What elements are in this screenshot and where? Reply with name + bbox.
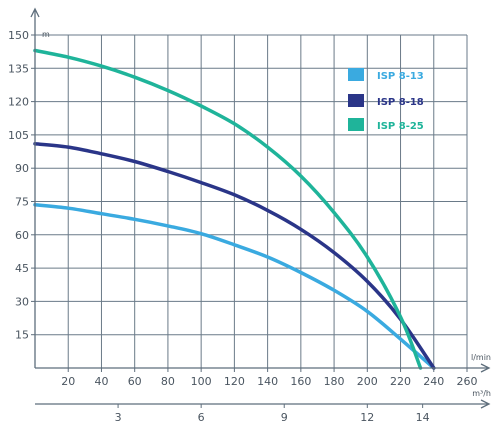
x-unit-label: l/min xyxy=(471,353,491,362)
x2-tick-label: 3 xyxy=(115,411,122,424)
x-tick-label: 80 xyxy=(161,375,175,388)
y-unit-label: m xyxy=(42,30,50,39)
y-tick-label: 60 xyxy=(15,229,29,242)
x2-axis-arrow xyxy=(480,399,491,409)
y-tick-label: 75 xyxy=(15,196,29,209)
series-line-isp-8-13 xyxy=(33,203,436,370)
x-tick-label: 20 xyxy=(61,375,75,388)
y-tick-label: 30 xyxy=(15,295,29,308)
x2-tick-label: 9 xyxy=(281,411,288,424)
y-tick-label: 105 xyxy=(8,129,29,142)
legend-label-isp-8-18: ISP 8-18 xyxy=(377,97,424,108)
x-tick-label: 60 xyxy=(128,375,142,388)
legend-swatch-isp-8-18 xyxy=(348,94,364,107)
series-line-isp-8-18 xyxy=(33,142,436,370)
y-tick-label: 45 xyxy=(15,262,29,275)
legend-swatch-isp-8-25 xyxy=(348,118,364,131)
series-line-isp-8-25 xyxy=(33,48,423,370)
legend-label-isp-8-13: ISP 8-13 xyxy=(377,71,424,82)
x-tick-label: 160 xyxy=(290,375,311,388)
curves xyxy=(33,48,436,370)
x-tick-label: 120 xyxy=(224,375,245,388)
x-axis-arrow xyxy=(480,363,491,373)
x2-unit-label: m³/h xyxy=(472,389,491,398)
tick-labels: 15 30 45 60 75 90 105 120 135 150 m 20 40 60 80 100 120 1… xyxy=(8,29,491,424)
y-axis-arrow xyxy=(30,7,40,18)
y-tick-label: 90 xyxy=(15,162,29,175)
y-tick-label: 150 xyxy=(8,29,29,42)
x-tick-label: 200 xyxy=(357,375,378,388)
x2-tick-label: 12 xyxy=(360,411,374,424)
x-tick-label: 40 xyxy=(94,375,108,388)
x2-tick-label: 6 xyxy=(198,411,205,424)
legend-swatch-isp-8-13 xyxy=(348,68,364,81)
x-tick-label: 220 xyxy=(390,375,411,388)
x-tick-label: 240 xyxy=(423,375,444,388)
y-tick-label: 120 xyxy=(8,96,29,109)
x-tick-label: 140 xyxy=(257,375,278,388)
x-tick-label: 180 xyxy=(324,375,345,388)
x-tick-label: 260 xyxy=(457,375,478,388)
y-tick-label: 135 xyxy=(8,62,29,75)
y-tick-label: 15 xyxy=(15,329,29,342)
axes xyxy=(30,7,491,409)
x-tick-label: 100 xyxy=(191,375,212,388)
x2-tick-label: 14 xyxy=(416,411,430,424)
legend-label-isp-8-25: ISP 8-25 xyxy=(377,121,424,132)
legend: ISP 8-13 ISP 8-18 ISP 8-25 xyxy=(348,68,424,132)
